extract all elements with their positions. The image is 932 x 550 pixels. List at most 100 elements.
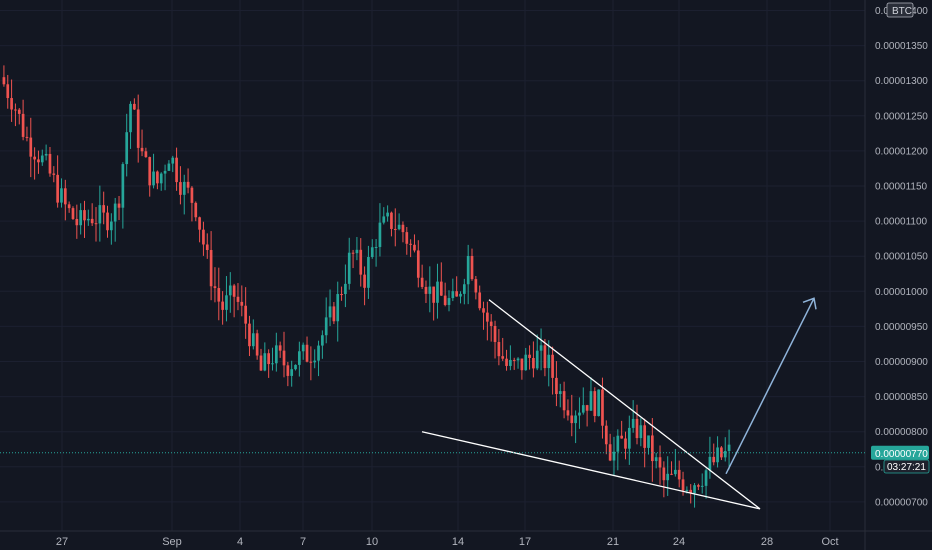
candle-body (604, 425, 608, 445)
candle-body (202, 229, 205, 245)
candle-body (651, 435, 654, 462)
candle-body (627, 427, 631, 449)
candle-body (459, 293, 462, 297)
candle-body (528, 354, 531, 359)
candle-body (409, 243, 412, 245)
candle-body (102, 205, 106, 213)
candle-body (190, 187, 194, 203)
candle-body (367, 256, 370, 288)
candle-body (136, 109, 140, 148)
candle-body (443, 295, 447, 305)
time-tick-label: 4 (237, 536, 243, 548)
candle-body (221, 301, 224, 310)
candle-body (305, 344, 309, 362)
candle-body (558, 391, 562, 395)
candle-body (447, 298, 451, 305)
candle-body (163, 170, 167, 174)
candle-body (455, 291, 459, 297)
time-tick-label: 24 (673, 536, 685, 548)
candle-body (697, 485, 700, 487)
candle-body (720, 447, 723, 458)
candle-body (40, 155, 44, 163)
candle-body (171, 157, 175, 164)
candle-body (570, 415, 574, 424)
currency-label: BTC (892, 6, 912, 17)
candle-body (14, 109, 17, 111)
candle-body (566, 410, 570, 416)
candle-body (182, 181, 186, 195)
candle-body (251, 333, 255, 347)
candle-body (340, 294, 343, 296)
candle-body (79, 210, 82, 226)
candle-body (248, 323, 251, 347)
price-axis[interactable]: 0.000014000.000013500.000013000.00001250… (875, 6, 928, 508)
price-tick-label: 0.00001050 (875, 252, 928, 263)
candle-body (436, 281, 439, 303)
candle-body (413, 244, 416, 251)
price-tick-label: 0.00001100 (875, 217, 928, 228)
candle-body (593, 391, 597, 417)
time-axis[interactable]: 27 Sep 4 7 10 14 17 21 24 28 Oct (56, 536, 839, 548)
candle-body (301, 344, 305, 352)
price-tick-label: 0.00001150 (875, 182, 928, 193)
projection-arrow-line (725, 297, 815, 475)
candle-body (670, 473, 673, 475)
candle-body (647, 435, 650, 448)
candle-body (378, 222, 382, 247)
candle-body (94, 223, 98, 225)
time-tick-label: 10 (366, 536, 378, 548)
candle-body (125, 132, 129, 165)
candle-body (639, 425, 643, 439)
candle-body (516, 358, 520, 361)
candle-body (271, 363, 274, 365)
candle-body (359, 249, 363, 275)
candle-body (298, 351, 301, 365)
candle-body (597, 389, 600, 417)
candle-body (71, 208, 75, 219)
candle-body (424, 286, 428, 294)
candle-body (194, 202, 198, 218)
candle-body (133, 103, 136, 110)
candle-body (56, 174, 59, 203)
price-tick-label: 0.00000700 (875, 497, 928, 508)
candle-body (351, 252, 355, 254)
price-tick-label: 0.00000950 (875, 322, 928, 333)
candle-body (140, 147, 144, 152)
candle-body (117, 203, 121, 208)
candle-body (290, 369, 294, 376)
candle-body (693, 485, 696, 494)
candle-body (539, 345, 543, 351)
candle-body (543, 345, 547, 369)
candle-body (393, 228, 397, 230)
candle-body (332, 306, 336, 322)
candle-body (520, 358, 524, 371)
grid-lines (0, 0, 865, 531)
candle-body (658, 457, 662, 468)
candle-body (643, 425, 647, 448)
candle-body (532, 358, 535, 369)
candle-body (428, 286, 432, 294)
candle-body (382, 216, 386, 223)
candle-body (390, 212, 393, 229)
candle-body (110, 221, 113, 231)
candle-body (328, 306, 332, 318)
candle-body (524, 354, 528, 371)
candle-body (432, 286, 435, 303)
candle-body (63, 188, 67, 205)
price-tick-label: 0.00001200 (875, 146, 928, 157)
candle-body (416, 250, 420, 278)
candle-body (482, 308, 485, 313)
candle-body (466, 256, 470, 285)
candle-body (75, 218, 79, 226)
candle-body (654, 457, 658, 462)
currency-badge[interactable]: BTC (886, 2, 914, 18)
candle-body (113, 203, 117, 222)
candle-body (631, 418, 635, 428)
candle-body (497, 342, 501, 357)
candle-body (635, 418, 639, 439)
candle-body (321, 335, 324, 346)
candle-body (681, 479, 685, 491)
countdown-badge: 03:27:21 (883, 459, 930, 474)
